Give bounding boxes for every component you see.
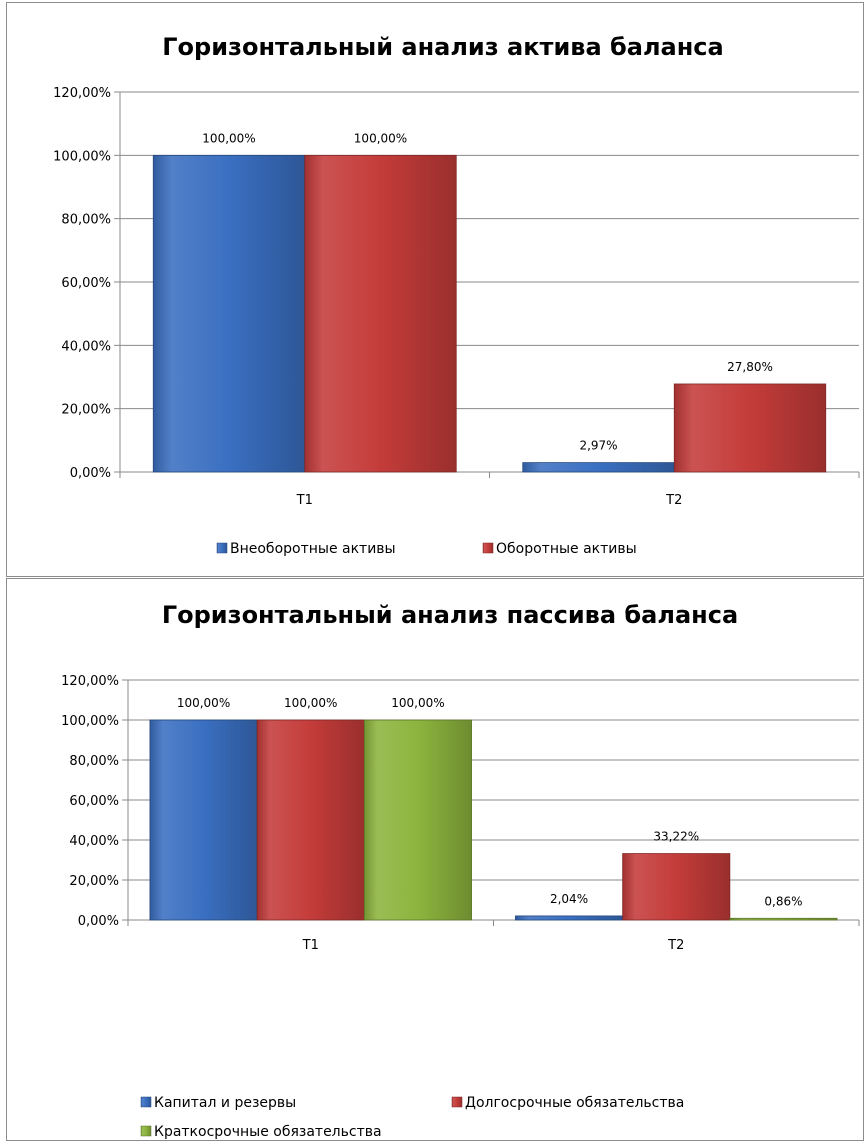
legend-swatch — [140, 1125, 152, 1137]
legend-label: Капитал и резервы — [154, 1095, 296, 1111]
liabilities-chart-svg: Горизонтальный анализ пассива баланса 0,0… — [61, 601, 860, 1140]
data-label: 27,80% — [727, 360, 773, 374]
bar-0-1 — [515, 915, 624, 921]
y-tick-label: 40,00% — [69, 834, 119, 849]
y-tick-label: 20,00% — [61, 403, 111, 418]
legend-swatch — [482, 542, 494, 554]
y-tick-label: 100,00% — [53, 149, 111, 164]
chart-title: Горизонтальный анализ пассива баланса — [162, 601, 738, 629]
y-tick-label: 80,00% — [61, 213, 111, 228]
bar-0-1 — [522, 462, 675, 473]
legend-label: Внеоборотные активы — [230, 541, 396, 557]
legend-label: Долгосрочные обязательства — [465, 1095, 684, 1111]
data-label: 100,00% — [177, 696, 230, 710]
x-category-label: Т2 — [665, 493, 682, 508]
y-tick-label: 60,00% — [69, 794, 119, 809]
legend-swatch — [216, 542, 228, 554]
x-category-label: Т2 — [667, 938, 684, 953]
bar-0-0 — [152, 154, 306, 473]
bar-1-1 — [673, 383, 827, 473]
data-label: 0,86% — [764, 894, 802, 908]
legend-label: Краткосрочные обязательства — [154, 1124, 382, 1140]
bar-0-0 — [149, 719, 258, 921]
y-tick-label: 100,00% — [61, 714, 119, 729]
bar-2-0 — [363, 719, 472, 921]
bar-1-1 — [622, 853, 731, 921]
data-label: 100,00% — [202, 131, 255, 145]
y-tick-label: 120,00% — [61, 674, 119, 689]
x-category-label: Т1 — [296, 493, 313, 508]
assets-chart-svg: Горизонтальный анализ актива баланса 0,00… — [53, 33, 860, 557]
y-tick-label: 60,00% — [61, 276, 111, 291]
data-label: 100,00% — [391, 696, 444, 710]
y-tick-label: 20,00% — [69, 874, 119, 889]
legend-swatch — [451, 1096, 463, 1108]
bar-2-1 — [729, 917, 838, 921]
y-tick-label: 0,00% — [70, 466, 111, 481]
y-tick-label: 0,00% — [78, 914, 119, 929]
data-label: 100,00% — [354, 131, 407, 145]
y-tick-label: 120,00% — [53, 86, 111, 101]
legend-label: Оборотные активы — [496, 541, 637, 557]
data-label: 2,04% — [550, 892, 588, 906]
data-label: 2,97% — [579, 439, 617, 453]
chart-panel-liabilities: Горизонтальный анализ пассива баланса 0,0… — [6, 578, 864, 1141]
chart-panel-assets: Горизонтальный анализ актива баланса 0,00… — [6, 2, 864, 577]
data-label: 100,00% — [284, 696, 337, 710]
x-category-label: Т1 — [302, 938, 319, 953]
legend-swatch — [140, 1096, 152, 1108]
chart-title: Горизонтальный анализ актива баланса — [162, 33, 723, 61]
bar-1-0 — [256, 719, 365, 921]
y-tick-label: 40,00% — [61, 339, 111, 354]
data-label: 33,22% — [653, 830, 699, 844]
bar-1-0 — [304, 154, 457, 473]
y-tick-label: 80,00% — [69, 754, 119, 769]
